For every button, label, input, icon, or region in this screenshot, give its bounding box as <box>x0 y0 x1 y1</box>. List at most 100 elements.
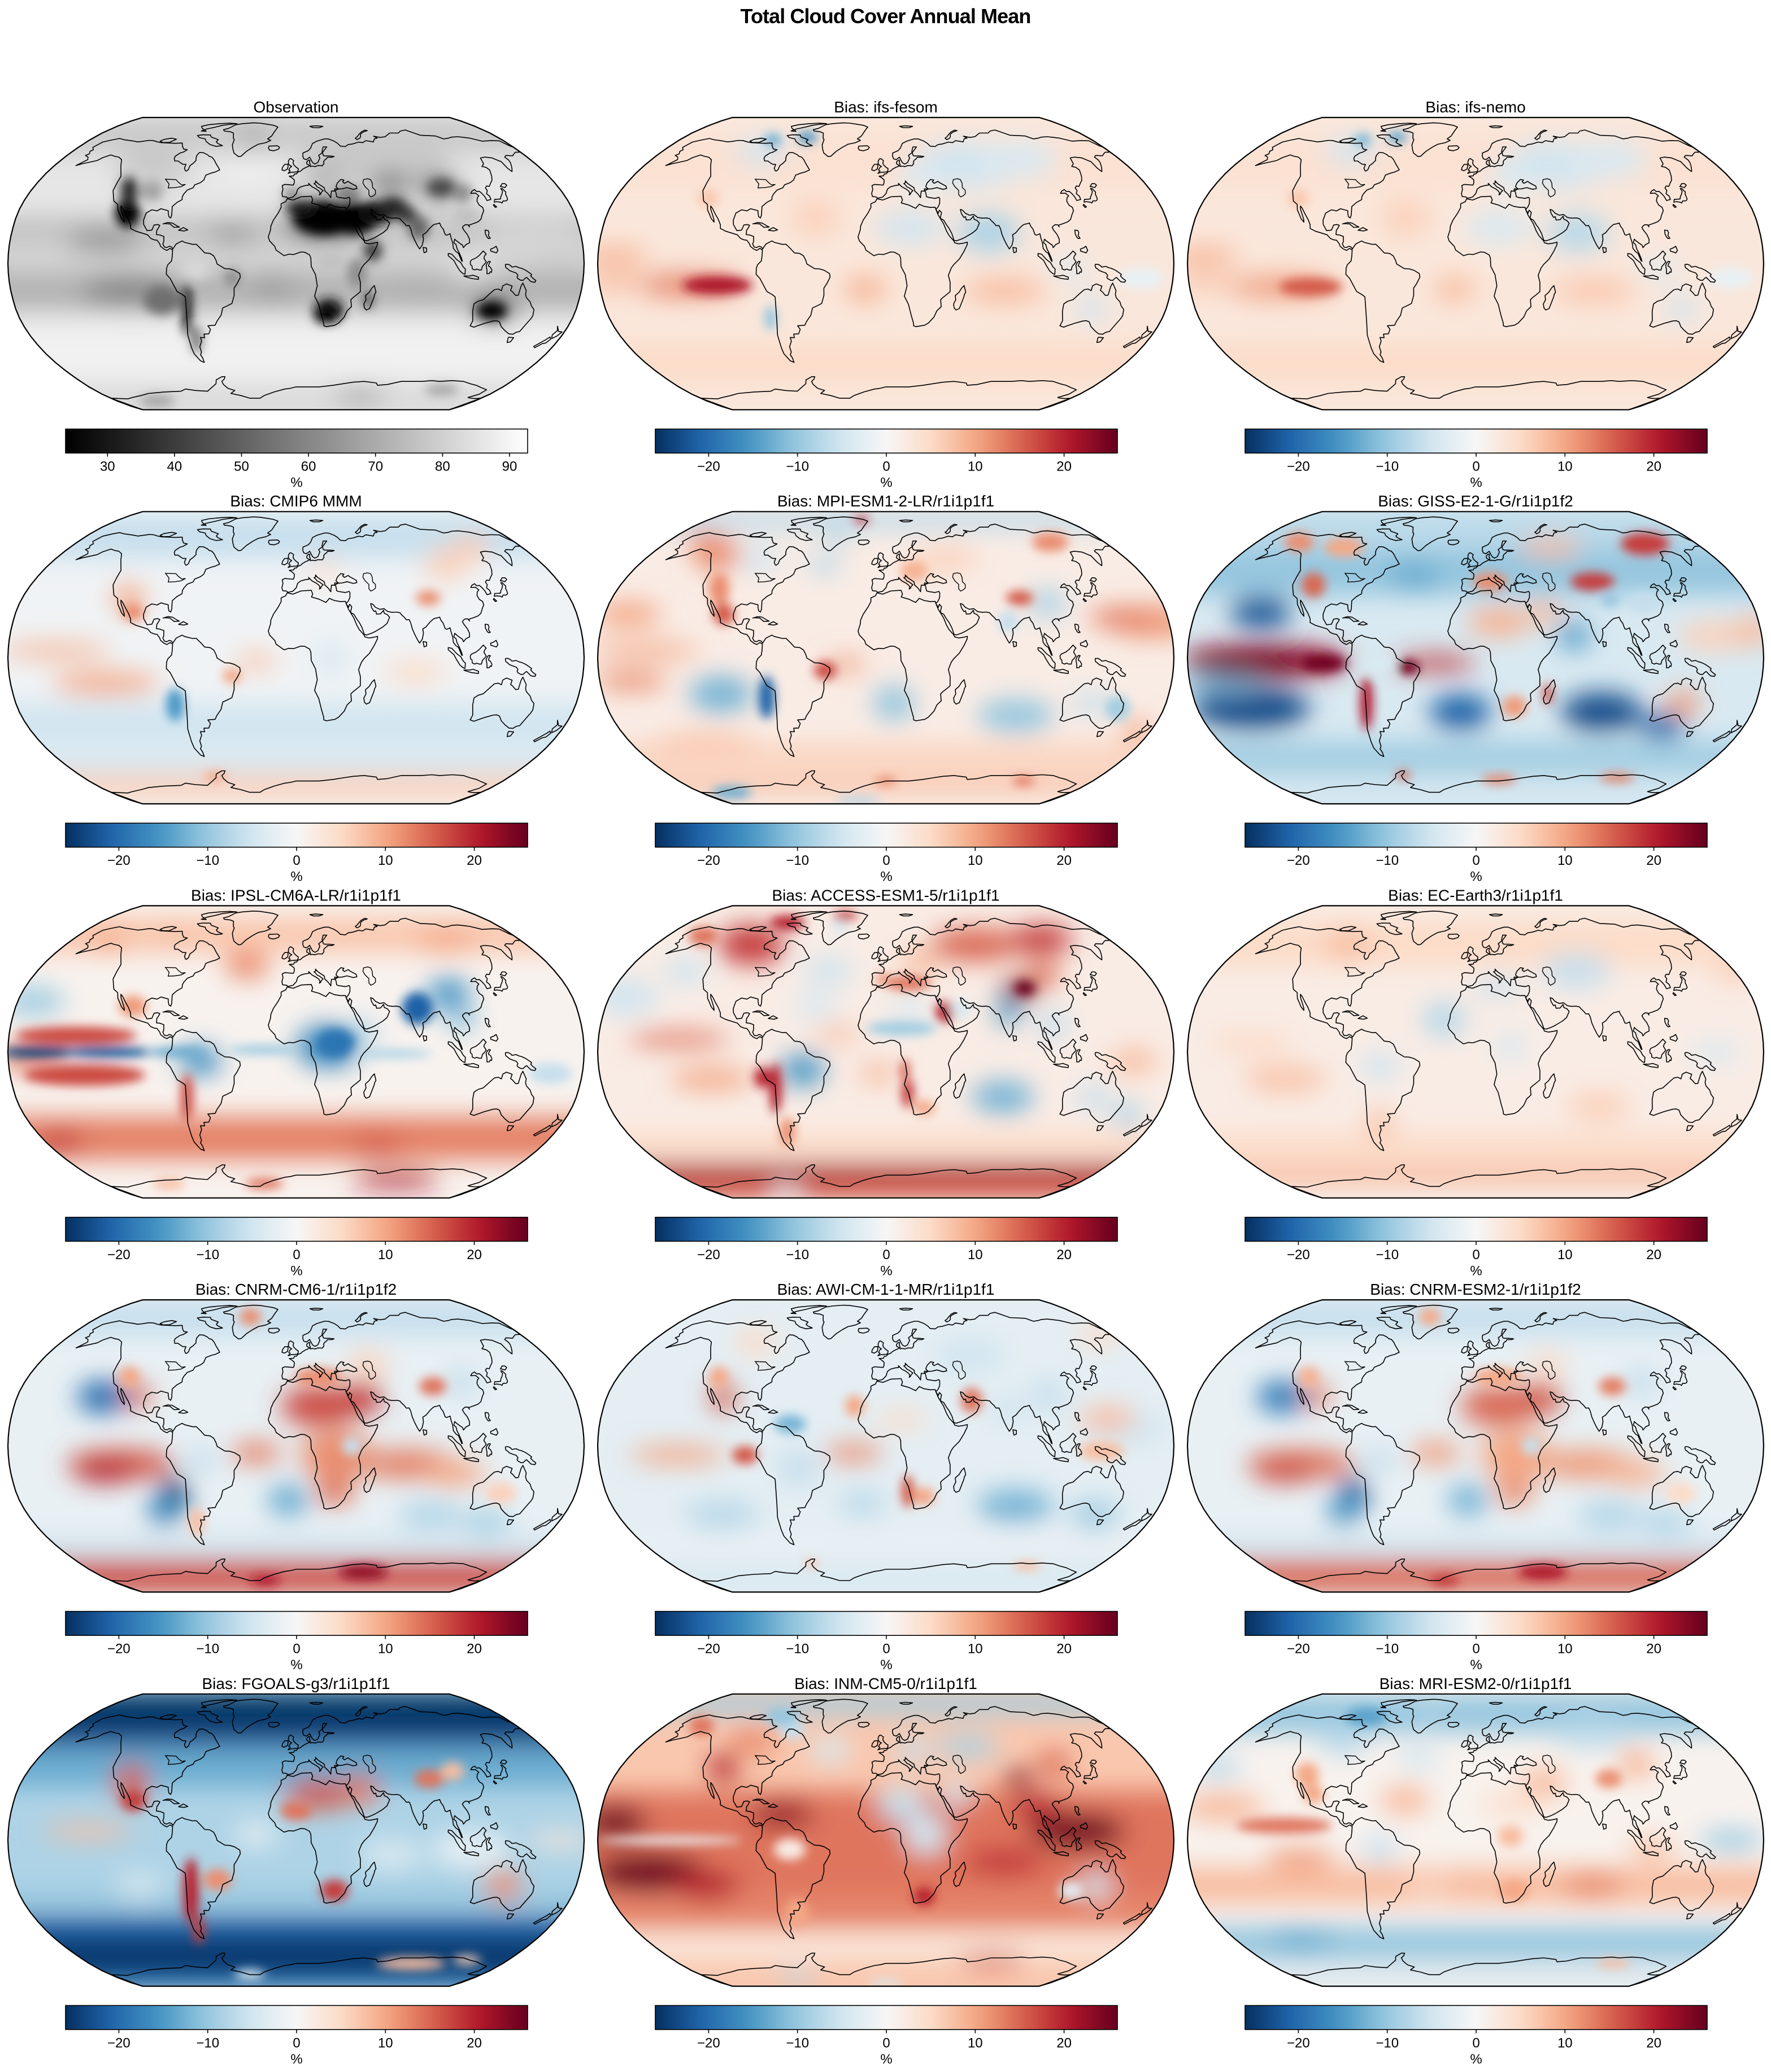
svg-text:−10: −10 <box>786 853 809 868</box>
svg-text:−20: −20 <box>697 2035 720 2051</box>
svg-text:−20: −20 <box>697 459 720 475</box>
svg-text:%: % <box>290 1657 302 1673</box>
svg-text:%: % <box>290 2052 302 2067</box>
svg-text:0: 0 <box>882 459 890 475</box>
svg-text:10: 10 <box>968 1642 983 1657</box>
svg-text:0: 0 <box>1472 853 1480 868</box>
svg-text:%: % <box>1470 2052 1482 2067</box>
svg-text:20: 20 <box>1646 459 1661 475</box>
svg-text:Observation: Observation <box>254 98 339 116</box>
svg-text:0: 0 <box>293 1247 300 1263</box>
svg-text:10: 10 <box>968 2035 983 2051</box>
svg-text:−20: −20 <box>107 853 130 868</box>
svg-text:60: 60 <box>301 459 316 475</box>
svg-text:10: 10 <box>1557 2035 1573 2051</box>
svg-text:−20: −20 <box>1287 2035 1310 2051</box>
svg-text:%: % <box>880 1263 892 1278</box>
svg-text:−20: −20 <box>107 2035 130 2051</box>
svg-text:0: 0 <box>1472 1642 1480 1657</box>
svg-text:10: 10 <box>378 1642 393 1657</box>
svg-text:0: 0 <box>293 853 300 868</box>
svg-text:%: % <box>290 869 302 885</box>
svg-text:80: 80 <box>435 459 450 475</box>
svg-text:20: 20 <box>1056 1642 1072 1657</box>
svg-text:90: 90 <box>502 459 517 475</box>
svg-text:−10: −10 <box>1376 1247 1399 1263</box>
svg-text:20: 20 <box>1646 2035 1661 2051</box>
svg-text:Bias: EC-Earth3/r1i1p1f1: Bias: EC-Earth3/r1i1p1f1 <box>1388 886 1563 904</box>
svg-text:%: % <box>880 475 892 490</box>
svg-text:20: 20 <box>1056 853 1072 868</box>
svg-text:−10: −10 <box>1376 1642 1399 1657</box>
svg-text:0: 0 <box>882 2035 890 2051</box>
svg-text:Bias: CNRM-ESM2-1/r1i1p1f2: Bias: CNRM-ESM2-1/r1i1p1f2 <box>1370 1281 1581 1298</box>
svg-text:−10: −10 <box>786 2035 809 2051</box>
svg-text:Bias: FGOALS-g3/r1i1p1f1: Bias: FGOALS-g3/r1i1p1f1 <box>202 1675 390 1692</box>
svg-text:0: 0 <box>1472 2035 1480 2051</box>
svg-text:−20: −20 <box>1287 853 1310 868</box>
svg-text:−10: −10 <box>196 1247 219 1263</box>
svg-text:20: 20 <box>1056 459 1072 475</box>
svg-text:10: 10 <box>968 459 983 475</box>
svg-text:10: 10 <box>378 853 393 868</box>
svg-text:0: 0 <box>882 1247 890 1263</box>
svg-text:50: 50 <box>234 459 249 475</box>
svg-text:−20: −20 <box>1287 459 1310 475</box>
svg-text:Bias: GISS-E2-1-G/r1i1p1f2: Bias: GISS-E2-1-G/r1i1p1f2 <box>1378 493 1573 510</box>
svg-text:20: 20 <box>467 2035 482 2051</box>
svg-text:−20: −20 <box>697 1642 720 1657</box>
svg-text:0: 0 <box>882 853 890 868</box>
svg-text:%: % <box>290 475 302 490</box>
svg-text:10: 10 <box>968 1247 983 1263</box>
svg-text:0: 0 <box>293 2035 300 2051</box>
svg-text:Bias: CNRM-CM6-1/r1i1p1f2: Bias: CNRM-CM6-1/r1i1p1f2 <box>195 1281 397 1298</box>
svg-text:−10: −10 <box>196 853 219 868</box>
svg-text:−20: −20 <box>1287 1247 1310 1263</box>
svg-text:−10: −10 <box>1376 2035 1399 2051</box>
svg-text:−20: −20 <box>107 1247 130 1263</box>
svg-text:20: 20 <box>1056 2035 1072 2051</box>
svg-text:10: 10 <box>968 853 983 868</box>
svg-text:%: % <box>1470 869 1482 885</box>
svg-text:Bias: MPI-ESM1-2-LR/r1i1p1f1: Bias: MPI-ESM1-2-LR/r1i1p1f1 <box>777 493 994 510</box>
svg-text:%: % <box>290 1263 302 1278</box>
svg-text:−20: −20 <box>697 1247 720 1263</box>
svg-text:−10: −10 <box>786 1247 809 1263</box>
svg-text:20: 20 <box>467 1642 482 1657</box>
svg-text:Bias: ifs-fesom: Bias: ifs-fesom <box>834 98 938 116</box>
svg-text:70: 70 <box>368 459 383 475</box>
svg-text:10: 10 <box>378 1247 393 1263</box>
svg-text:%: % <box>1470 1263 1482 1278</box>
svg-text:10: 10 <box>1557 853 1573 868</box>
svg-text:%: % <box>880 869 892 885</box>
svg-text:0: 0 <box>1472 1247 1480 1263</box>
svg-text:40: 40 <box>167 459 182 475</box>
svg-text:10: 10 <box>1557 459 1573 475</box>
svg-text:−20: −20 <box>107 1642 130 1657</box>
svg-text:20: 20 <box>467 1247 482 1263</box>
svg-text:20: 20 <box>1646 1642 1661 1657</box>
svg-text:%: % <box>880 2052 892 2067</box>
svg-text:Bias: CMIP6 MMM: Bias: CMIP6 MMM <box>230 493 362 510</box>
svg-text:−20: −20 <box>1287 1642 1310 1657</box>
svg-text:10: 10 <box>1557 1247 1573 1263</box>
svg-text:10: 10 <box>378 2035 393 2051</box>
svg-text:Bias: ifs-nemo: Bias: ifs-nemo <box>1425 98 1525 116</box>
svg-text:20: 20 <box>1056 1247 1072 1263</box>
svg-text:−10: −10 <box>1376 459 1399 475</box>
svg-text:%: % <box>1470 475 1482 490</box>
svg-text:−10: −10 <box>1376 853 1399 868</box>
svg-text:Bias: AWI-CM-1-1-MR/r1i1p1f1: Bias: AWI-CM-1-1-MR/r1i1p1f1 <box>777 1281 995 1298</box>
svg-text:10: 10 <box>1557 1642 1573 1657</box>
svg-text:Total Cloud Cover Annual Mean: Total Cloud Cover Annual Mean <box>741 5 1031 28</box>
svg-text:−20: −20 <box>697 853 720 868</box>
svg-text:0: 0 <box>882 1642 890 1657</box>
svg-text:%: % <box>880 1657 892 1673</box>
svg-text:−10: −10 <box>196 1642 219 1657</box>
svg-text:20: 20 <box>467 853 482 868</box>
svg-text:Bias: INM-CM5-0/r1i1p1f1: Bias: INM-CM5-0/r1i1p1f1 <box>794 1675 977 1692</box>
svg-text:20: 20 <box>1646 1247 1661 1263</box>
svg-text:%: % <box>1470 1657 1482 1673</box>
svg-text:−10: −10 <box>196 2035 219 2051</box>
svg-text:−10: −10 <box>786 1642 809 1657</box>
